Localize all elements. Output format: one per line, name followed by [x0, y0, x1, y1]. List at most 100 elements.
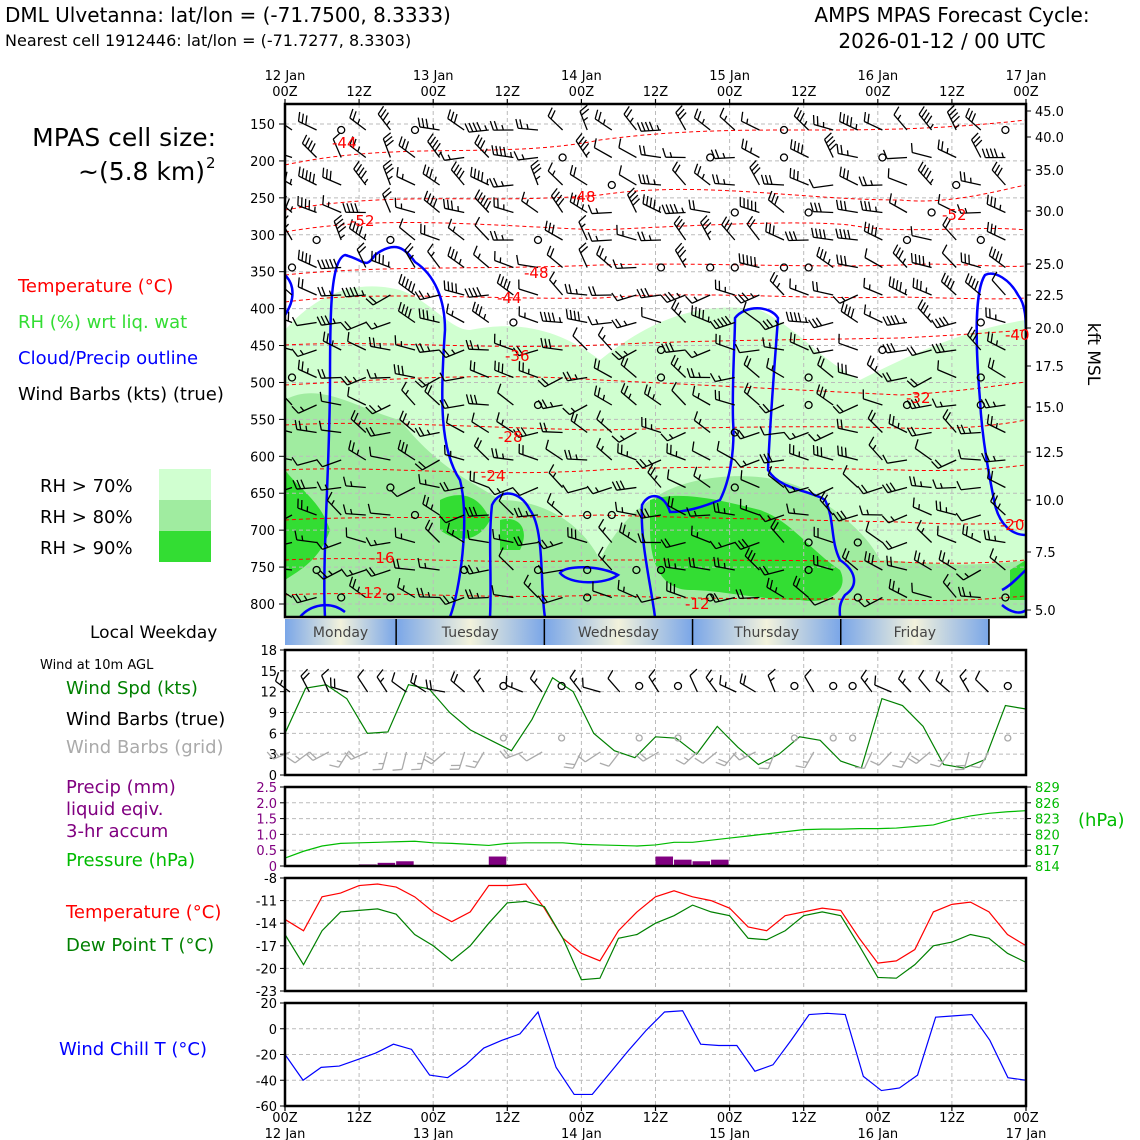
barb-staff — [935, 679, 951, 693]
barb-half-flag — [717, 542, 723, 548]
calm-marker — [730, 428, 739, 437]
barb-flag — [506, 280, 511, 291]
barb-flag — [671, 161, 678, 171]
wind-barb — [285, 124, 293, 131]
calm-marker — [706, 153, 715, 162]
top-hour-label: 00Z — [420, 85, 446, 100]
barb-flag — [576, 196, 580, 207]
wind-barb — [962, 524, 982, 544]
barb-flag — [565, 309, 569, 319]
wind-barb — [588, 286, 612, 297]
y-tick-label: 1.5 — [256, 813, 277, 828]
wind-barb — [714, 279, 735, 296]
barb-flag — [309, 751, 317, 760]
barb-flag — [357, 669, 365, 678]
wind-barb — [906, 346, 932, 357]
barb-flag — [865, 521, 870, 532]
barb-half-flag — [897, 587, 900, 594]
wind-barb — [564, 449, 588, 461]
barb-flag — [931, 319, 938, 329]
barb-staff — [505, 684, 524, 693]
barb-flag — [513, 151, 519, 161]
barb-flag — [541, 539, 548, 548]
barb-flag — [266, 751, 274, 760]
barb-half-flag — [964, 572, 970, 578]
wind-barb — [550, 187, 565, 213]
barb-staff — [526, 751, 543, 762]
barb-flag — [793, 140, 797, 151]
wind-barb — [874, 675, 892, 693]
kft-tick-label: 17.5 — [1035, 360, 1064, 375]
barb-flag — [569, 164, 574, 175]
barb-flag — [516, 428, 524, 437]
barb-half-flag — [277, 563, 278, 568]
barb-flag — [572, 327, 578, 337]
wind-barb — [329, 677, 349, 693]
wind-barb — [840, 301, 859, 324]
barb-flag — [540, 337, 544, 348]
wind-barb — [581, 677, 601, 693]
wind-barb — [410, 672, 427, 693]
barb-half-flag — [791, 432, 797, 438]
barb-flag — [795, 765, 806, 769]
y-tick-label: -40 — [256, 1074, 277, 1089]
barb-flag — [340, 377, 348, 386]
barb-flag — [754, 257, 757, 267]
barb-flag — [839, 112, 842, 122]
barb-flag — [768, 223, 772, 234]
barb-flag — [993, 148, 999, 158]
barb-half-flag — [602, 527, 607, 533]
barb-flag — [382, 112, 389, 121]
barb-flag — [937, 139, 940, 150]
contour-label: -40 — [1005, 326, 1030, 344]
calm-marker — [337, 125, 346, 135]
barb-flag — [625, 109, 633, 118]
windchill-legend: Wind Chill T (°C) — [59, 1039, 207, 1060]
barb-flag — [679, 112, 687, 120]
barb-flag — [858, 176, 864, 186]
barb-flag — [578, 214, 587, 223]
barb-flag — [796, 170, 799, 181]
wind-barb — [317, 286, 342, 297]
barb-half-flag — [724, 681, 727, 688]
barb-staff — [322, 204, 342, 214]
barb-staff — [617, 588, 637, 599]
barb-staff — [863, 286, 883, 296]
barb-flag — [941, 244, 948, 254]
barb-flag — [959, 171, 962, 181]
calm-marker — [779, 263, 789, 272]
barb-flag — [414, 463, 423, 471]
pressure-unit-label: (hPa) — [1078, 810, 1125, 831]
barb-staff — [285, 287, 293, 296]
barb-flag — [860, 669, 867, 679]
barb-flag — [513, 536, 519, 546]
forecast-cycle-label: AMPS MPAS Forecast Cycle: — [814, 3, 1089, 27]
barb-flag — [322, 331, 326, 342]
barb-staff — [518, 288, 539, 296]
barb-flag — [643, 384, 648, 394]
barb-flag — [446, 199, 450, 210]
barb-flag — [384, 163, 393, 171]
wind-barb — [417, 117, 440, 131]
y-tick-label: -20 — [256, 962, 277, 977]
barb-staff — [789, 431, 809, 441]
barb-staff — [912, 591, 932, 599]
barb-half-flag — [535, 175, 541, 180]
pressure-tick-label: 820 — [1035, 828, 1060, 843]
barb-half-flag — [299, 406, 305, 412]
wind-barb — [907, 751, 931, 765]
wind-barb — [881, 514, 908, 524]
barb-flag — [300, 479, 306, 489]
wind-barb — [766, 358, 785, 379]
wind-barb — [812, 554, 834, 571]
barb-flag — [635, 460, 644, 469]
barb-flag — [888, 276, 892, 286]
barb-flag — [886, 555, 889, 566]
bottom-date-label: 16 Jan — [857, 1127, 898, 1140]
barb-flag — [673, 302, 680, 312]
wind-barb — [439, 151, 465, 161]
barb-flag — [447, 109, 452, 119]
barb-flag — [741, 292, 749, 301]
wind-barb — [342, 476, 366, 489]
barb-half-flag — [683, 756, 689, 761]
